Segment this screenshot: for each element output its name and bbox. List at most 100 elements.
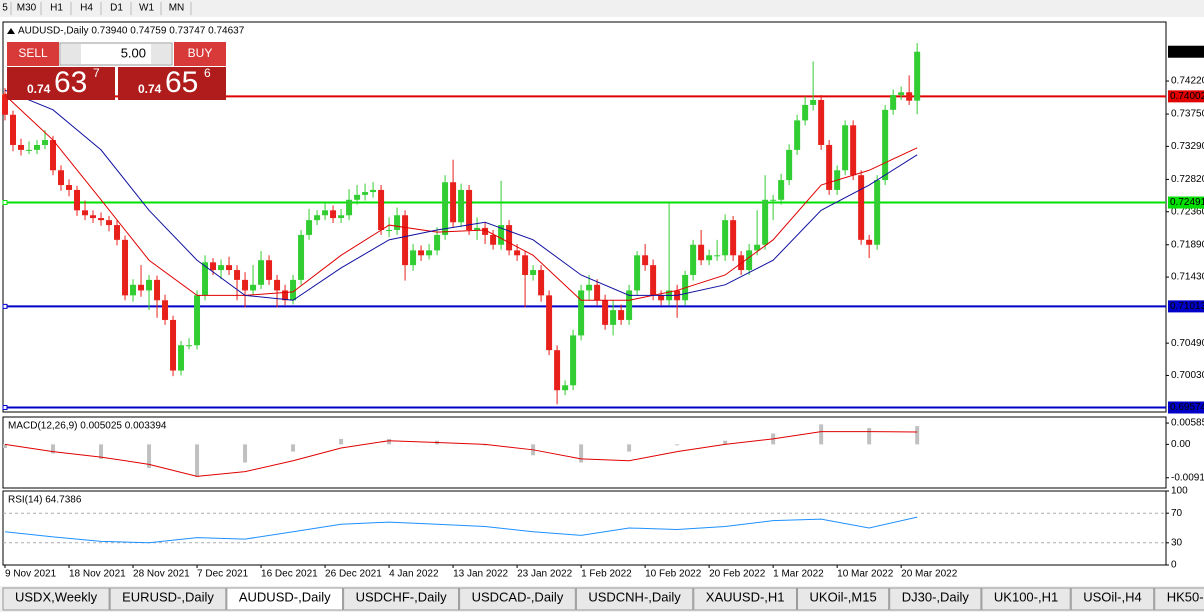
- x-tick-label: 1 Feb 2022: [581, 569, 632, 580]
- chart-tab[interactable]: [575, 587, 694, 611]
- chart-tab[interactable]: [2, 587, 110, 611]
- ask-box[interactable]: [118, 67, 226, 100]
- candle-body: [722, 220, 729, 256]
- candle-body: [418, 250, 425, 256]
- moving-average: [4, 89, 918, 301]
- bid-pips[interactable]: 63: [54, 66, 87, 99]
- candle-body: [34, 144, 41, 150]
- level-tag: [1168, 196, 1204, 209]
- candle-body: [850, 125, 857, 176]
- candle-body: [578, 290, 585, 336]
- chart-tab[interactable]: [226, 587, 344, 611]
- chart-tab[interactable]: [981, 587, 1071, 611]
- macd-bar: [3, 444, 8, 448]
- candle-body: [842, 125, 849, 171]
- signal-line: [4, 431, 918, 477]
- sell-label[interactable]: SELL: [18, 46, 48, 60]
- chart-tab[interactable]: [1070, 587, 1155, 611]
- timeframe-button[interactable]: M30: [17, 3, 37, 14]
- candle-body: [570, 335, 577, 386]
- lots-input[interactable]: [59, 42, 173, 66]
- chart-tab-label[interactable]: USOil-,H4: [1083, 589, 1142, 604]
- level-label: 0.74002: [1170, 91, 1204, 102]
- timeframe-button[interactable]: 5: [2, 3, 8, 14]
- candle-body: [226, 265, 233, 271]
- macd-bar: [291, 444, 296, 452]
- ask-pips[interactable]: 65: [165, 66, 198, 99]
- y-tick-label: 0.70030: [1171, 370, 1204, 381]
- lots-value[interactable]: 5.00: [121, 45, 146, 60]
- chart-tab-label[interactable]: AUDUSD-,Daily: [239, 589, 331, 604]
- bid-fraction[interactable]: 7: [93, 66, 100, 80]
- timeframe-button[interactable]: H4: [80, 3, 93, 14]
- chart-tab[interactable]: [1154, 587, 1204, 611]
- level-handle: [2, 303, 8, 309]
- buy-button[interactable]: [174, 42, 226, 66]
- sell-button[interactable]: [7, 42, 59, 66]
- candle-body: [218, 265, 225, 271]
- macd-bar: [675, 444, 680, 446]
- macd-bar: [51, 444, 56, 454]
- chart-tab[interactable]: [889, 587, 982, 611]
- bid-prefix[interactable]: 0.74: [27, 82, 51, 96]
- level-label: 0.69574: [1170, 402, 1204, 413]
- candle-body: [130, 284, 137, 296]
- level-handle: [2, 405, 8, 411]
- x-tick-label: 28 Nov 2021: [133, 569, 190, 580]
- chart-tab-label[interactable]: DJ30-,Daily: [902, 589, 970, 604]
- chart-tab-label[interactable]: UK100-,H1: [994, 589, 1058, 604]
- x-tick-label: 9 Nov 2021: [5, 569, 57, 580]
- candle-body: [530, 270, 537, 275]
- ask-prefix[interactable]: 0.74: [138, 82, 162, 96]
- candle-body: [386, 230, 393, 231]
- chart-tab[interactable]: [343, 587, 460, 611]
- candle-body: [698, 244, 705, 261]
- timeframe-button[interactable]: H1: [50, 3, 63, 14]
- chart-tab-label[interactable]: HK50-,Daily: [1167, 589, 1204, 604]
- chart-tab[interactable]: [109, 587, 227, 611]
- lots-down[interactable]: [61, 44, 81, 64]
- y-tick-label: 0.72820: [1171, 174, 1204, 185]
- candle-body: [538, 270, 545, 296]
- chart-tab-label[interactable]: USDCAD-,Daily: [472, 589, 564, 604]
- chart-tab-label[interactable]: XAUUSD-,H1: [706, 589, 785, 604]
- chart-tab-label[interactable]: USDCNH-,Daily: [588, 589, 681, 604]
- ask-fraction[interactable]: 6: [204, 66, 211, 80]
- candle-body: [138, 284, 145, 291]
- chart-tab-label[interactable]: EURUSD-,Daily: [122, 589, 214, 604]
- timeframe-button[interactable]: MN: [169, 3, 185, 14]
- chart-tab-label[interactable]: UKOil-,M15: [810, 589, 877, 604]
- chart-frames: [2, 21, 1167, 566]
- level-handle: [2, 200, 8, 206]
- lots-up[interactable]: [151, 44, 171, 64]
- candle-body: [154, 279, 161, 301]
- price-tag-label: 0.74637: [1170, 46, 1204, 57]
- x-tick-label: 10 Mar 2022: [837, 569, 894, 580]
- x-tick-label: 20 Mar 2022: [901, 569, 958, 580]
- price-tag: [1168, 45, 1204, 58]
- bid-box[interactable]: [7, 67, 115, 100]
- buy-label[interactable]: BUY: [188, 46, 213, 60]
- x-tick-label: 10 Feb 2022: [645, 569, 702, 580]
- candle-body: [114, 225, 121, 240]
- chart-tab[interactable]: [797, 587, 890, 611]
- chart-tab[interactable]: [459, 587, 576, 611]
- candle-body: [634, 255, 641, 291]
- timeframe-button[interactable]: D1: [110, 3, 123, 14]
- y-tick-label: -0.00918: [1171, 472, 1204, 483]
- candle-body: [898, 92, 905, 96]
- chart-tab-label[interactable]: USDX,Weekly: [15, 589, 98, 604]
- candle-body: [170, 319, 177, 371]
- timeframe-button[interactable]: W1: [139, 3, 154, 14]
- indicator-title: AUDUSD-,Daily 0.73940 0.74759 0.73747 0.…: [18, 26, 245, 37]
- candle-body: [906, 92, 913, 101]
- chart-tab[interactable]: [693, 587, 798, 611]
- candle-body: [458, 189, 465, 223]
- candle-body: [426, 250, 433, 256]
- chart-tab-label[interactable]: USDCHF-,Daily: [356, 589, 448, 604]
- macd-bar: [915, 426, 920, 445]
- candle-body: [498, 225, 505, 245]
- candle-body: [786, 149, 793, 181]
- candle-body: [658, 295, 665, 301]
